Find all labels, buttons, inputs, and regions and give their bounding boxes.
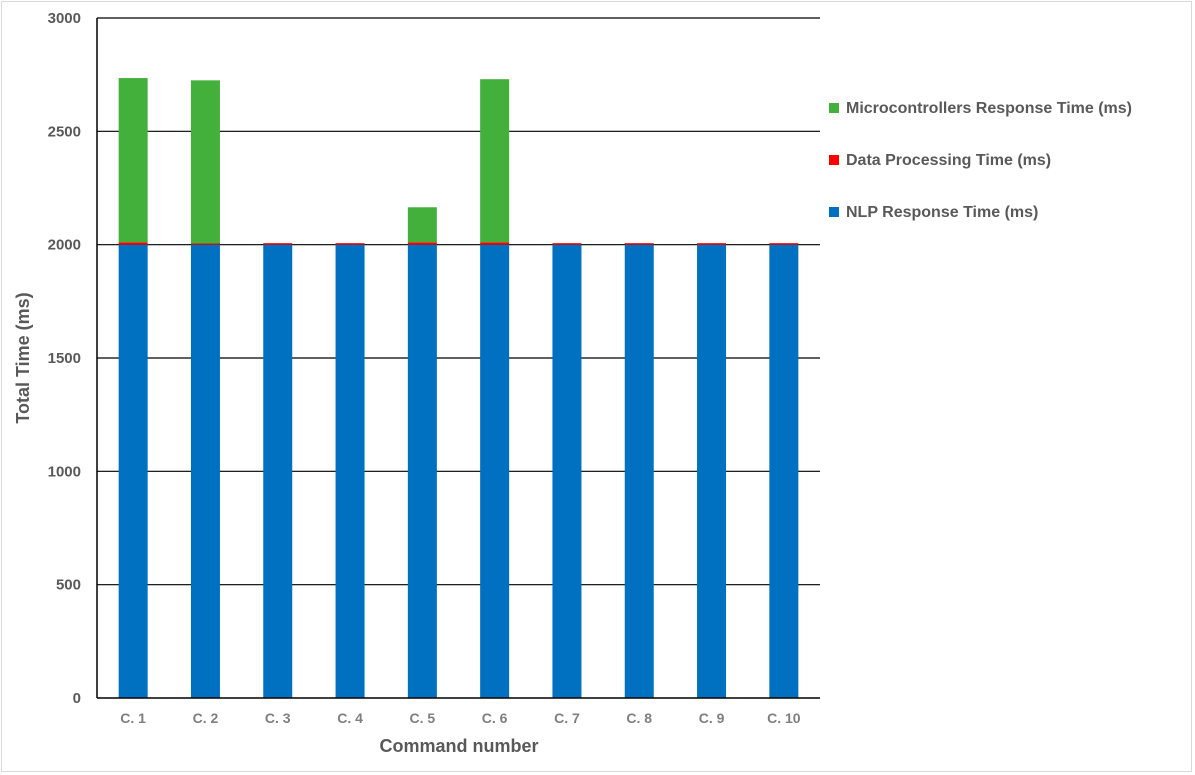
x-tick-label: C. 9 bbox=[699, 710, 725, 726]
bar-segment bbox=[624, 243, 654, 245]
bar-segment bbox=[552, 243, 582, 245]
bar-segment bbox=[769, 244, 799, 698]
y-tick-label: 2500 bbox=[48, 123, 81, 140]
bar-segment bbox=[480, 242, 510, 245]
y-tick-label: 1000 bbox=[48, 463, 81, 480]
bar-segment bbox=[480, 244, 510, 698]
x-tick-label: C. 4 bbox=[337, 710, 363, 726]
bar-segment bbox=[335, 243, 365, 245]
legend-swatch bbox=[829, 155, 839, 165]
bar-segment bbox=[407, 242, 437, 245]
x-tick-label: C. 1 bbox=[120, 710, 146, 726]
y-axis-title: Total Time (ms) bbox=[13, 292, 33, 423]
bar-segment bbox=[118, 244, 148, 698]
bar-segment bbox=[263, 244, 293, 698]
bar-segment bbox=[697, 244, 727, 698]
legend-label: NLP Response Time (ms) bbox=[846, 204, 1038, 221]
x-tick-label: C. 8 bbox=[626, 710, 652, 726]
bar-segment bbox=[480, 79, 510, 243]
y-tick-labels: 0 500 1000 1500 2000 2500 3000 bbox=[48, 10, 81, 707]
y-tick-label: 1500 bbox=[48, 350, 81, 367]
bar-segment bbox=[190, 80, 220, 244]
bars bbox=[118, 78, 799, 698]
bar-segment bbox=[552, 244, 582, 698]
legend-swatch bbox=[829, 103, 839, 113]
x-tick-label: C. 10 bbox=[767, 710, 801, 726]
legend-label: Microcontrollers Response Time (ms) bbox=[846, 100, 1132, 117]
x-tick-label: C. 6 bbox=[482, 710, 508, 726]
x-tick-label: C. 5 bbox=[410, 710, 436, 726]
bar-segment bbox=[697, 243, 727, 245]
axes bbox=[96, 18, 820, 699]
bar-segment bbox=[190, 243, 220, 245]
y-tick-label: 500 bbox=[56, 577, 81, 594]
y-tick-label: 2000 bbox=[48, 237, 81, 254]
x-tick-label: C. 7 bbox=[554, 710, 580, 726]
bar-segment bbox=[407, 207, 437, 243]
x-axis-title: Command number bbox=[379, 736, 538, 756]
bar-segment bbox=[624, 244, 654, 698]
x-tick-label: C. 3 bbox=[265, 710, 291, 726]
bar-segment bbox=[769, 243, 799, 245]
bar-segment bbox=[190, 244, 220, 698]
y-tick-label: 0 bbox=[73, 690, 81, 707]
x-tick-label: C. 2 bbox=[193, 710, 219, 726]
x-tick-labels: C. 1 C. 2 C. 3 C. 4 C. 5 C. 6 C. 7 C. 8 C. 9 C. 1… bbox=[120, 710, 800, 726]
bar-segment bbox=[263, 243, 293, 245]
y-tick-label: 3000 bbox=[48, 10, 81, 27]
bar-segment bbox=[118, 78, 148, 243]
legend-label: Data Processing Time (ms) bbox=[846, 152, 1051, 169]
bar-segment bbox=[118, 242, 148, 245]
legend-swatch bbox=[829, 207, 839, 217]
bar-segment bbox=[407, 244, 437, 698]
legend: Microcontrollers Response Time (ms) Data … bbox=[829, 100, 1132, 221]
bar-segment bbox=[335, 244, 365, 698]
